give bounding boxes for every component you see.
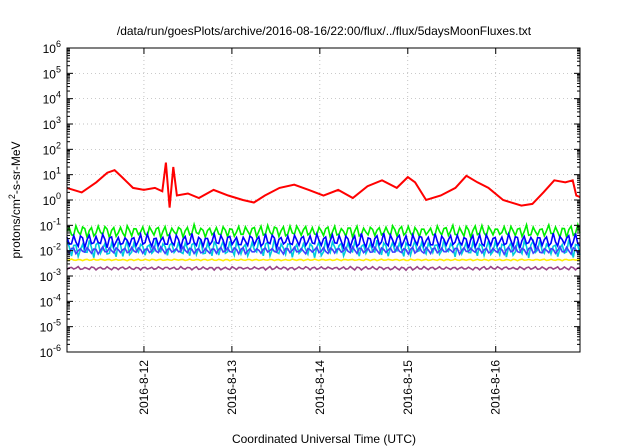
y-tick-label: 103 [43,115,61,132]
y-tick-label: 102 [43,140,61,157]
x-axis-label: Coordinated Universal Time (UTC) [232,432,416,446]
y-tick-label: 105 [43,64,61,81]
axes: 10-6 10-5 10-4 10-3 10-2 10-1 100 101 102 103 104 1… [40,39,580,415]
series-band-line [66,265,581,272]
series-band-line [66,230,581,251]
x-tick-label: 2016-8-13 [225,360,239,415]
series-band-line [66,244,581,257]
y-tick-label: 10-1 [40,216,61,233]
y-axis-label: protons/cm2-s-sr-MeV [7,141,23,258]
series-line [66,162,581,208]
series-band-line [66,238,581,260]
y-tick-label: 10-6 [40,343,61,360]
y-tick-label: 104 [43,90,61,107]
y-tick-label: 10-5 [40,318,61,335]
series-layer [66,162,581,272]
series-band-line [66,258,581,262]
y-tick-label: 10-4 [40,292,61,309]
series-band-line [66,221,581,241]
x-tick-label: 2016-8-12 [137,360,151,415]
chart-title: /data/run/goesPlots/archive/2016-08-16/2… [117,24,532,38]
y-tick-label: 106 [43,39,61,56]
x-tick-label: 2016-8-15 [401,360,415,415]
y-tick-label: 10-2 [40,242,61,259]
x-tick-label: 2016-8-14 [313,360,327,415]
y-tick-label: 101 [43,166,61,183]
y-tick-label: 10-3 [40,267,61,284]
y-tick-label: 100 [43,191,61,208]
x-tick-label: 2016-8-16 [489,360,503,415]
